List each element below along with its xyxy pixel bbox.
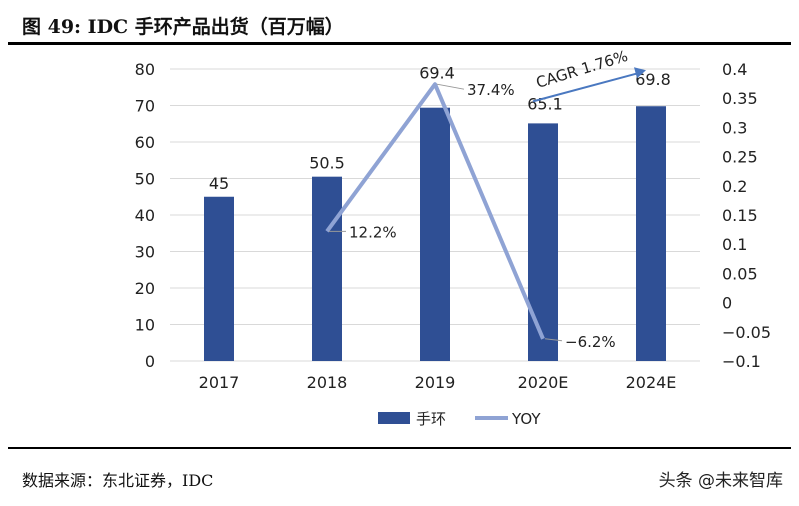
yoy-label: 37.4%: [467, 81, 515, 99]
x-axis-tick: 2018: [307, 373, 348, 392]
source-note: 数据来源：东北证券，IDC: [22, 471, 214, 490]
left-axis-tick: 20: [135, 279, 155, 298]
right-axis-tick: −0.05: [722, 323, 771, 342]
x-axis-tick: 2019: [415, 373, 456, 392]
left-axis-tick: 40: [135, 206, 155, 225]
bar-label: 45: [209, 174, 229, 193]
left-axis-tick: 70: [135, 97, 155, 116]
x-axis-tick: 2024E: [626, 373, 677, 392]
x-axis-tick: 2017: [199, 373, 240, 392]
figure-title: 图 49: IDC 手环产品出货（百万幅）: [22, 16, 344, 38]
right-axis-tick: 0.4: [722, 60, 747, 79]
legend-bar-swatch: [378, 412, 410, 424]
right-axis-tick: 0.1: [722, 235, 747, 254]
right-axis-tick: 0.15: [722, 206, 758, 225]
bar-2024E: [636, 106, 666, 361]
watermark: 头条 @未来智库: [658, 471, 783, 491]
title-rule: [8, 42, 791, 45]
cagr-arrowhead: [634, 67, 646, 79]
x-axis-tick: 2020E: [518, 373, 569, 392]
right-axis-tick: 0.05: [722, 264, 758, 283]
yoy-line: [325, 82, 545, 340]
cagr-arrow: [532, 72, 639, 103]
bar-2020E: [528, 123, 558, 361]
yoy-label: −6.2%: [565, 333, 616, 351]
left-axis-tick: 50: [135, 170, 155, 189]
right-axis-tick: 0.35: [722, 89, 758, 108]
footer-rule: [8, 447, 791, 449]
bar-2019: [420, 107, 450, 361]
data-label-leader: [544, 338, 563, 342]
yoy-label: 12.2%: [349, 223, 397, 241]
bar-label: 65.1: [527, 94, 563, 113]
left-axis-tick: 0: [145, 352, 155, 371]
legend-bar-label: 手环: [416, 410, 446, 428]
left-axis-tick: 30: [135, 243, 155, 262]
legend-line-label: YOY: [511, 410, 541, 428]
bar-label: 50.5: [309, 154, 345, 173]
bar-label: 69.4: [419, 64, 455, 83]
left-axis-tick: 10: [135, 316, 155, 335]
right-axis-tick: 0.25: [722, 148, 758, 167]
right-axis-tick: 0: [722, 294, 732, 313]
right-axis-tick: 0.3: [722, 118, 747, 137]
left-axis-tick: 60: [135, 133, 155, 152]
bar-label: 69.8: [635, 70, 671, 89]
left-axis-tick: 80: [135, 60, 155, 79]
right-axis-tick: −0.1: [722, 352, 761, 371]
bar-2018: [312, 176, 342, 361]
bar-2017: [204, 196, 234, 361]
data-label-leader: [436, 83, 465, 90]
right-axis-tick: 0.2: [722, 177, 747, 196]
